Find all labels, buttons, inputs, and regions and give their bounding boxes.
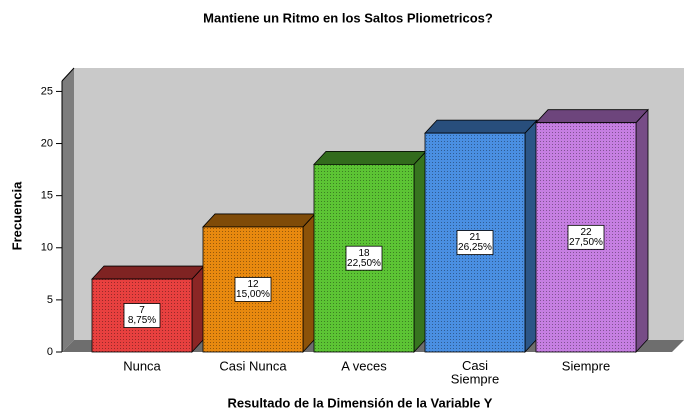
data-label: 21 [469, 232, 481, 243]
y-tick-label: 25 [41, 85, 53, 97]
data-label-percent: 15,00% [236, 289, 270, 300]
x-tick-label: Casi Siempre [451, 358, 499, 387]
data-label-box [456, 230, 494, 255]
data-label-percent: 26,25% [458, 242, 492, 253]
data-label-box [123, 303, 161, 328]
bar-side-shade [192, 266, 204, 352]
data-label-percent: 27,50% [569, 237, 603, 248]
y-tick-label: 5 [47, 294, 53, 306]
y-tick-label: 0 [47, 346, 53, 358]
data-label-box [345, 245, 383, 271]
data-label: 22 [580, 227, 592, 238]
x-tick-label: Nunca [123, 358, 161, 373]
y-tick-label: 10 [41, 242, 53, 254]
bar-top-shade [314, 151, 426, 165]
bar-side-shade [303, 213, 315, 352]
data-label: 7 [139, 305, 145, 316]
y-axis-title: Frecuencia [9, 181, 24, 250]
bar-side-shade [525, 120, 537, 352]
chart-title: Mantiene un Ritmo en los Saltos Pliometr… [203, 10, 493, 25]
data-label: 18 [358, 248, 370, 259]
x-axis-title: Resultado de la Dimensión de la Variable… [228, 395, 493, 410]
bar-side-shade [414, 151, 426, 352]
data-label: 12 [247, 279, 259, 290]
bar-top-shade [92, 266, 204, 280]
bar-side-shade [636, 109, 648, 352]
axis-edge [61, 67, 75, 82]
y-tick-label: 20 [41, 137, 53, 149]
x-tick-label: Siempre [562, 358, 610, 373]
bar-top-shade [203, 213, 315, 227]
y-tick-label: 15 [41, 190, 53, 202]
x-tick-label: A veces [341, 358, 387, 373]
data-label-percent: 22,50% [347, 258, 381, 269]
side-wall [62, 68, 74, 352]
data-label-percent: 8,75% [128, 315, 156, 326]
bar-top-shade [536, 109, 648, 123]
data-label-box [567, 224, 605, 250]
x-tick-label: Casi Nunca [219, 358, 287, 373]
bar-top-shade [425, 120, 537, 134]
data-label-box [234, 277, 272, 302]
